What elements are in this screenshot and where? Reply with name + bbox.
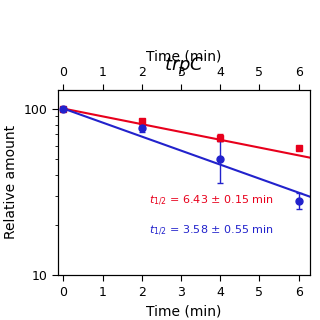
Text: $t_{1/2}$ = 3.58 ± 0.55 min: $t_{1/2}$ = 3.58 ± 0.55 min — [148, 224, 274, 238]
X-axis label: Time (min): Time (min) — [146, 50, 222, 64]
Text: $t_{1/2}$ = 6.43 ± 0.15 min: $t_{1/2}$ = 6.43 ± 0.15 min — [148, 194, 274, 208]
X-axis label: Time (min): Time (min) — [146, 304, 222, 318]
Text: $\it{trpC}$: $\it{trpC}$ — [164, 55, 204, 76]
Y-axis label: Relative amount: Relative amount — [4, 125, 18, 239]
